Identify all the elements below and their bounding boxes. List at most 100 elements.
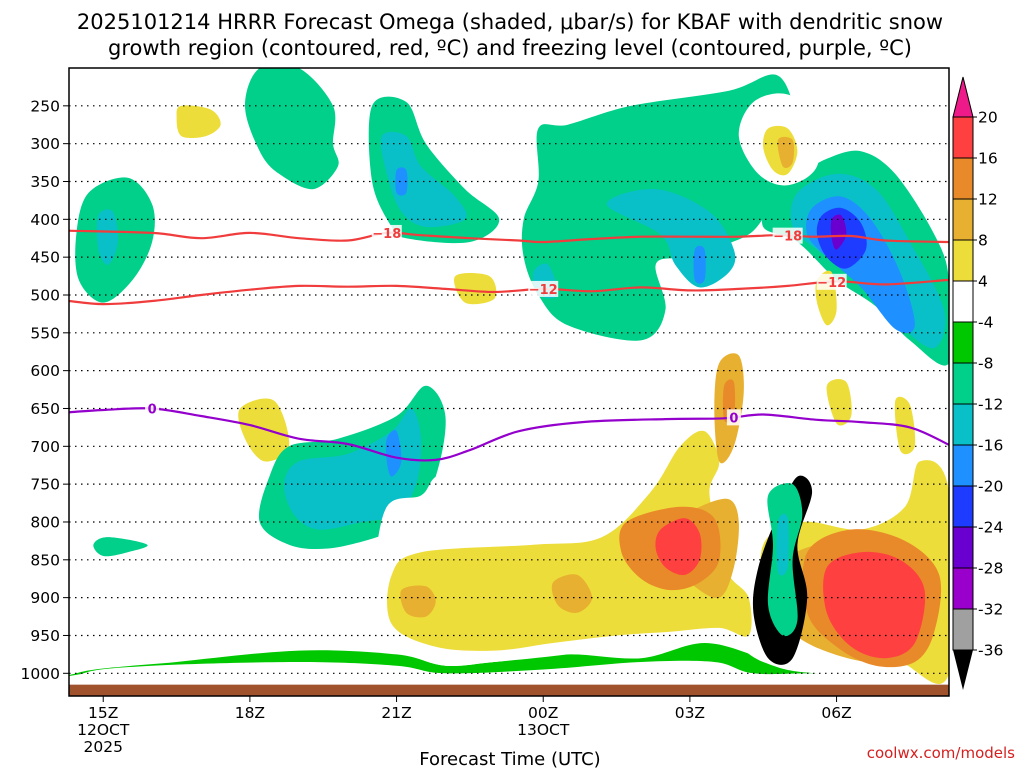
omega-region-39	[823, 551, 926, 659]
colorbar-label-3: -24	[978, 519, 1003, 537]
colorbar-label-12: 16	[978, 150, 998, 168]
omega-region-5	[176, 105, 221, 139]
y-tick-label-700: 700	[30, 438, 60, 456]
contour-label-0-0: −18	[372, 227, 401, 242]
colorbar-upper-triangle	[952, 76, 974, 118]
y-tick-label-300: 300	[30, 135, 60, 153]
colorbar-bin-10	[952, 198, 974, 241]
colorbar-label-4: -20	[978, 478, 1003, 496]
y-tick-label-750: 750	[30, 476, 60, 494]
temperature-contour-line-0	[69, 229, 949, 244]
contour-label-1-1: −12	[817, 276, 846, 291]
colorbar-bin-4	[952, 444, 974, 487]
omega-region-43	[826, 379, 852, 426]
colorbar-bin-0	[952, 608, 974, 651]
gridlines	[69, 105, 949, 674]
omega-region-18	[693, 245, 706, 284]
colorbar-bin-6	[952, 362, 974, 405]
contour-label-bg-1-0	[528, 280, 559, 297]
colorbar-label-13: 20	[978, 109, 998, 127]
temperature-contour-line-1	[69, 278, 949, 306]
contour-label-1-0: −12	[529, 283, 558, 298]
colorbar-lower-triangle	[953, 650, 973, 690]
colorbar-label-7: -8	[978, 355, 993, 373]
omega-region-24	[830, 214, 847, 250]
y-tick-label-1000: 1000	[21, 665, 60, 683]
x-tick-label-3-1: 13OCT	[517, 721, 570, 739]
omega-region-12	[380, 131, 467, 228]
x-tick-label-4-0: 03Z	[675, 704, 705, 722]
y-tick-label-650: 650	[30, 400, 60, 418]
y-tick-label-550: 550	[30, 324, 60, 342]
colorbar-bin-1	[952, 567, 974, 610]
colorbar-bin-5	[952, 403, 974, 446]
omega-shading	[69, 68, 949, 696]
colorbar-label-10: 8	[978, 232, 988, 250]
omega-region-31	[400, 585, 436, 618]
terrain-strip	[69, 684, 949, 696]
x-tick-label-0-0: 15Z	[88, 704, 118, 722]
y-tick-label-400: 400	[30, 211, 60, 229]
terrain	[69, 684, 949, 696]
y-tick-label-450: 450	[30, 249, 60, 267]
y-tick-label-250: 250	[30, 97, 60, 115]
x-tick-label-2-0: 21Z	[381, 704, 411, 722]
colorbar-bin-11	[952, 157, 974, 200]
colorbar-label-8: -4	[978, 314, 993, 332]
contour-lines: −18 −18 −12 −12 0 0	[69, 224, 949, 462]
omega-region-28	[93, 537, 148, 557]
colorbar-bin-9	[952, 239, 974, 282]
omega-region-37	[655, 518, 702, 576]
x-tick-label-5-0: 06Z	[821, 704, 851, 722]
contour-label-bg-2-1	[726, 409, 741, 426]
y-tick-label-800: 800	[30, 513, 60, 531]
plot-frame	[68, 67, 950, 697]
y-axis: 250 300 350 400 450 500 550 600 650 700 750 800 850 9…	[21, 97, 69, 683]
colorbar-label-11: 12	[978, 191, 998, 209]
colorbar-bin-12	[952, 116, 974, 159]
colorbar-bin-8	[952, 280, 974, 323]
x-axis-label: Forecast Time (UTC)	[419, 749, 600, 768]
x-tick-label-0-1: 12OCT	[77, 721, 130, 739]
colorbar-label-1: -32	[978, 601, 1003, 619]
omega-region-15	[96, 209, 119, 265]
colorbar-bin-7	[952, 321, 974, 364]
contour-label-2-0: 0	[148, 402, 157, 417]
omega-region-6	[183, 203, 348, 258]
freezing-level-line-2	[69, 407, 949, 462]
colorbar-label-6: -12	[978, 396, 1003, 414]
omega-region-50	[777, 136, 795, 169]
contour-label-bg-0-0	[371, 224, 402, 241]
omega-region-32	[551, 574, 593, 614]
omega-region-10	[245, 68, 339, 190]
x-tick-label-3-0: 00Z	[528, 704, 558, 722]
omega-region-3	[238, 398, 290, 462]
colorbar-bin-3	[952, 485, 974, 528]
contour-label-0-1: −18	[773, 230, 802, 245]
colorbar-label-5: -16	[978, 437, 1003, 455]
x-tick-label-1-0: 18Z	[235, 704, 265, 722]
contour-label-2-1: 0	[729, 411, 738, 426]
contour-label-bg-1-1	[816, 273, 847, 290]
omega-region-9	[454, 273, 497, 305]
chart-title-line-2: growth region (contoured, red, ºC) and f…	[108, 36, 912, 60]
colorbar: -36 -32 -28 -24 -20 -16 -12 -8 -4 4 8 12 16 20	[952, 76, 1003, 690]
colorbar-label-9: 4	[978, 273, 988, 291]
colorbar-label-0: -36	[978, 642, 1003, 660]
omega-region-47	[776, 513, 789, 576]
contour-label-bg-0-1	[772, 227, 803, 244]
y-tick-label-950: 950	[30, 627, 60, 645]
x-tick-label-0-2: 2025	[83, 738, 122, 756]
y-tick-label-850: 850	[30, 551, 60, 569]
chart-title-line-1: 2025101214 HRRR Forecast Omega (shaded, …	[77, 10, 943, 34]
omega-region-7	[341, 221, 369, 256]
omega-region-30	[387, 430, 752, 651]
y-tick-label-900: 900	[30, 589, 60, 607]
y-tick-label-350: 350	[30, 173, 60, 191]
omega-region-13	[395, 167, 408, 196]
colorbar-label-2: -28	[978, 560, 1003, 578]
y-tick-label-600: 600	[30, 362, 60, 380]
y-tick-label-500: 500	[30, 286, 60, 304]
